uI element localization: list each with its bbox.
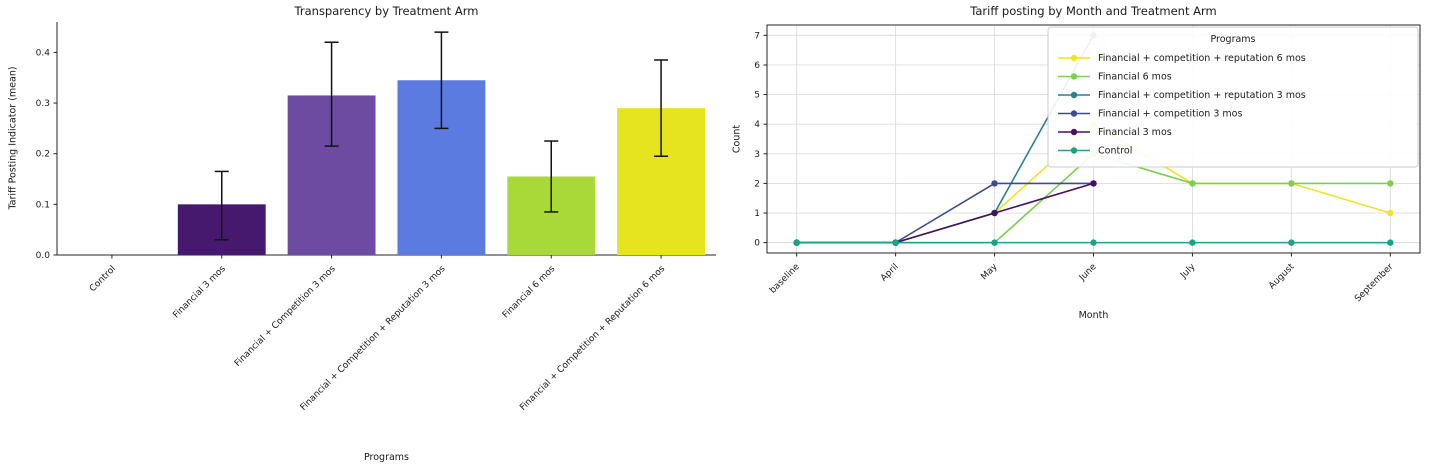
svg-text:Financial + competition 3 mos: Financial + competition 3 mos xyxy=(1098,109,1242,120)
svg-text:5: 5 xyxy=(754,91,760,101)
svg-text:2: 2 xyxy=(754,179,760,189)
svg-text:May: May xyxy=(979,262,1000,283)
svg-text:July: July xyxy=(1178,262,1198,282)
svg-text:4: 4 xyxy=(754,120,760,130)
svg-text:Financial + Competition 3 mos: Financial + Competition 3 mos xyxy=(233,264,338,369)
svg-text:August: August xyxy=(1267,262,1297,292)
svg-text:April: April xyxy=(879,262,901,284)
svg-text:Financial 6 mos: Financial 6 mos xyxy=(1098,72,1172,83)
bar-chart-xlabel: Programs xyxy=(363,452,410,463)
svg-text:Control: Control xyxy=(88,264,118,294)
line-chart: 0 1 2 3 4 5 6 7 baseline April May June July August Se… xyxy=(754,24,1421,304)
line-chart-xlabel: Month xyxy=(1078,310,1109,321)
svg-text:September: September xyxy=(1353,262,1395,304)
bar-chart-title: Transparency by Treatment Arm xyxy=(294,4,479,18)
svg-text:Programs: Programs xyxy=(1210,34,1255,45)
svg-text:Financial 3 mos: Financial 3 mos xyxy=(171,264,228,321)
svg-text:Financial + competition + repu: Financial + competition + reputation 6 m… xyxy=(1098,53,1306,64)
svg-text:7: 7 xyxy=(754,31,760,41)
svg-text:Financial 6 mos: Financial 6 mos xyxy=(501,264,558,321)
svg-text:Financial + competition + repu: Financial + competition + reputation 3 m… xyxy=(1098,90,1306,101)
svg-text:Control: Control xyxy=(1098,146,1132,157)
svg-text:0.1: 0.1 xyxy=(36,200,50,210)
svg-text:Financial 3 mos: Financial 3 mos xyxy=(1098,127,1172,138)
svg-text:3: 3 xyxy=(754,150,760,160)
svg-text:0: 0 xyxy=(754,239,760,249)
svg-text:0.3: 0.3 xyxy=(36,99,50,109)
line-chart-title: Tariff posting by Month and Treatment Ar… xyxy=(970,4,1217,18)
svg-text:0.4: 0.4 xyxy=(36,48,51,58)
svg-text:0.0: 0.0 xyxy=(36,251,51,261)
svg-text:1: 1 xyxy=(754,209,760,219)
svg-text:0.2: 0.2 xyxy=(36,150,50,160)
svg-text:baseline: baseline xyxy=(768,262,802,296)
svg-text:June: June xyxy=(1077,262,1099,284)
svg-text:6: 6 xyxy=(754,61,760,71)
